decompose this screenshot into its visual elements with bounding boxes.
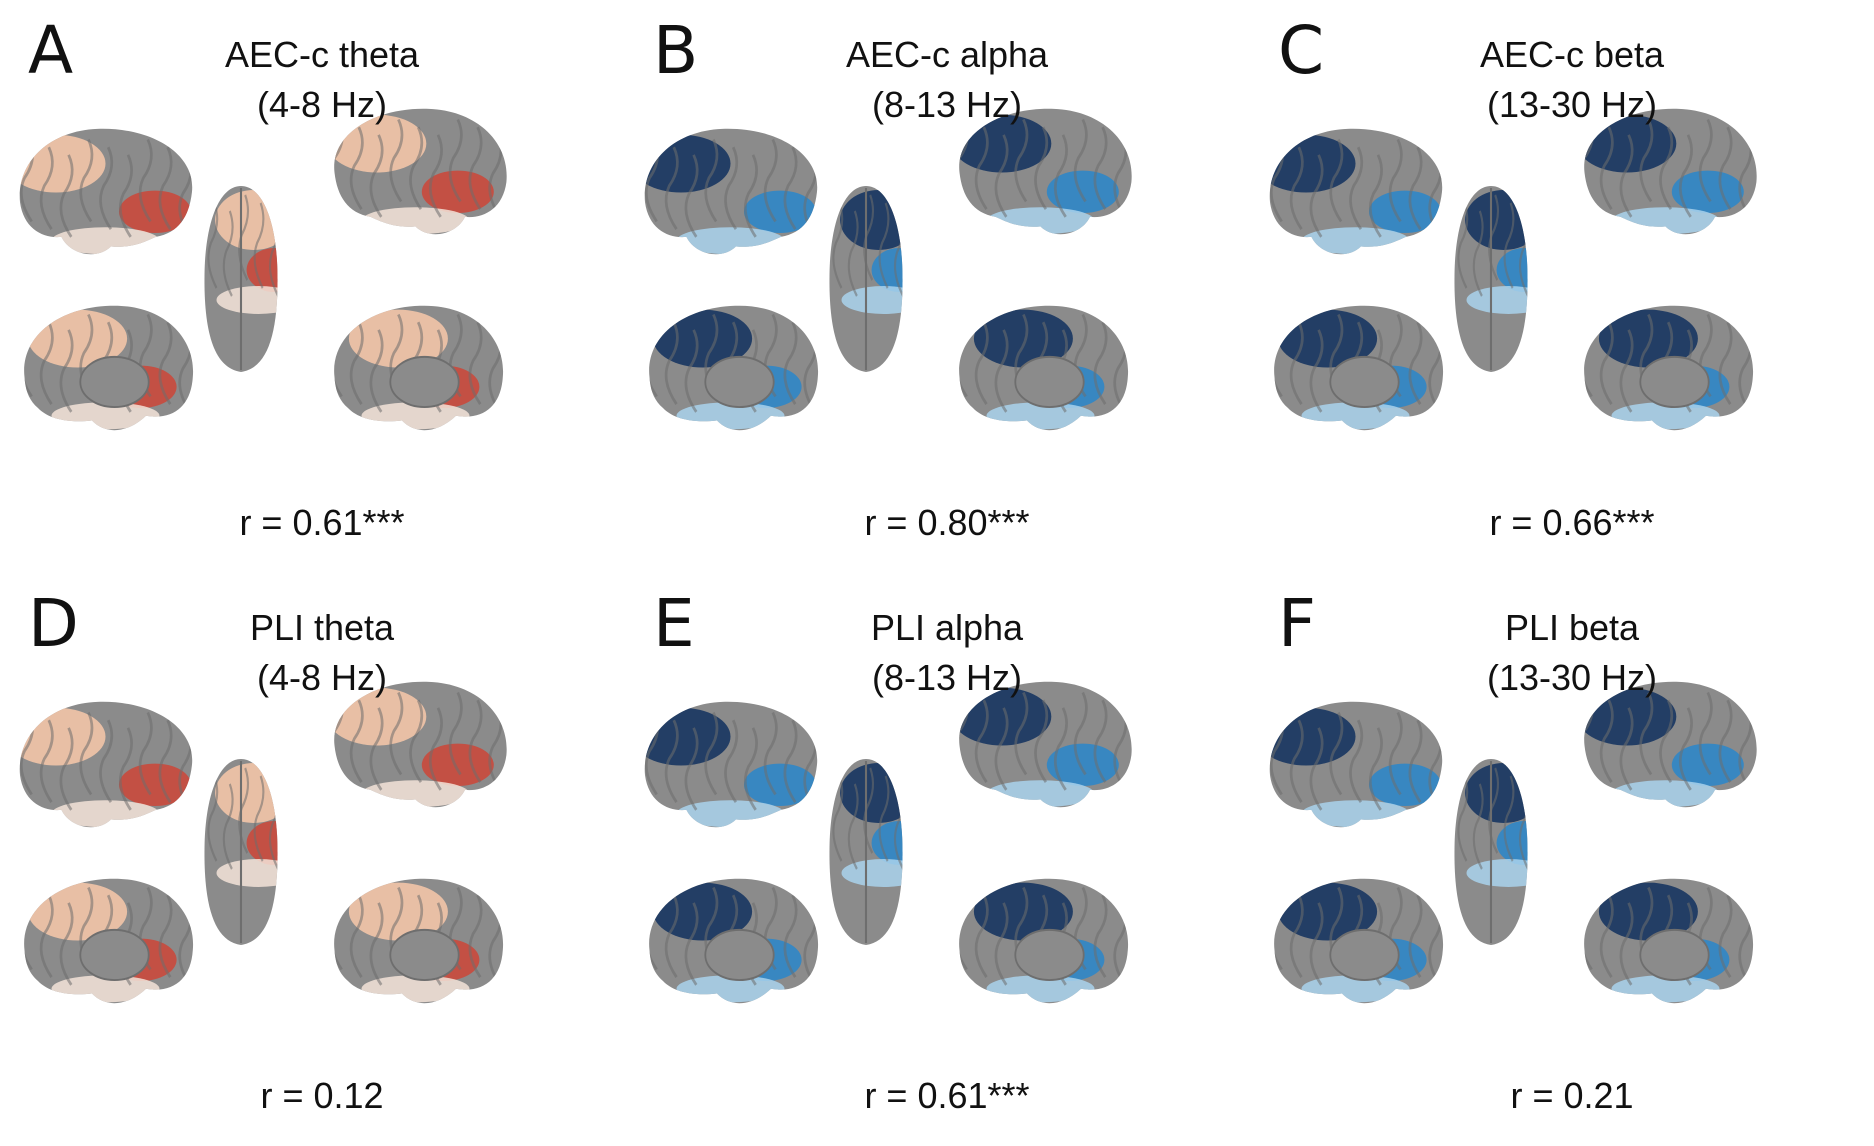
panel-frequency-band: (8-13 Hz) (871, 657, 1023, 698)
dorsal-brain-view (204, 186, 278, 372)
panel-c: C AEC-c beta (13-30 Hz) r = 0.66*** (1250, 0, 1874, 573)
left-medial-brain-view (649, 878, 819, 1004)
dorsal-brain-view (1454, 759, 1528, 945)
right-medial-brain-view (334, 305, 504, 431)
left-lateral-brain-view (1269, 701, 1443, 828)
left-medial-brain-view (649, 305, 819, 431)
dorsal-brain-view (1454, 186, 1528, 372)
right-medial-brain-view (334, 878, 504, 1004)
dorsal-brain-view (829, 186, 903, 372)
left-lateral-brain-view (19, 128, 193, 255)
brain-views-d (19, 681, 507, 1004)
right-medial-brain-view (1584, 305, 1754, 431)
panel-title: AEC-c beta (1479, 34, 1665, 75)
panel-frequency-band: (8-13 Hz) (871, 84, 1023, 125)
dorsal-brain-view (204, 759, 278, 945)
correlation-value: r = 0.66*** (1489, 502, 1655, 543)
right-lateral-brain-view (1584, 681, 1757, 808)
panel-frequency-band: (4-8 Hz) (256, 657, 387, 698)
correlation-value: r = 0.12 (260, 1075, 384, 1116)
panel-letter: A (28, 12, 74, 89)
panel-title: AEC-c alpha (845, 34, 1049, 75)
panel-d: D PLI theta (4-8 Hz) r = 0.12 (0, 573, 624, 1146)
left-lateral-brain-view (644, 701, 818, 828)
brain-views-e (644, 681, 1132, 1004)
correlation-value: r = 0.61*** (864, 1075, 1030, 1116)
panel-letter: C (1278, 12, 1325, 89)
brain-views-a (19, 108, 507, 431)
right-medial-brain-view (1584, 878, 1754, 1004)
panel-frequency-band: (13-30 Hz) (1486, 657, 1658, 698)
panel-frequency-band: (13-30 Hz) (1486, 84, 1658, 125)
panel-letter: B (653, 12, 699, 89)
panel-title: PLI beta (1504, 607, 1640, 648)
left-lateral-brain-view (1269, 128, 1443, 255)
panel-letter: E (653, 585, 695, 662)
correlation-value: r = 0.61*** (239, 502, 405, 543)
left-medial-brain-view (24, 305, 194, 431)
left-medial-brain-view (1274, 305, 1444, 431)
panel-f: F PLI beta (13-30 Hz) r = 0.21 (1250, 573, 1874, 1146)
correlation-value: r = 0.80*** (864, 502, 1030, 543)
panel-letter: F (1278, 585, 1316, 662)
right-lateral-brain-view (959, 681, 1132, 808)
panel-a: A AEC-c theta (4-8 Hz) r = 0.61*** (0, 0, 624, 573)
panel-title: PLI theta (249, 607, 395, 648)
left-lateral-brain-view (19, 701, 193, 828)
panel-letter: D (28, 585, 79, 662)
brain-views-f (1269, 681, 1757, 1004)
panel-title: AEC-c theta (224, 34, 420, 75)
left-medial-brain-view (24, 878, 194, 1004)
brain-views-b (644, 108, 1132, 431)
correlation-value: r = 0.21 (1510, 1075, 1634, 1116)
panel-b: B AEC-c alpha (8-13 Hz) r = 0.80*** (625, 0, 1249, 573)
panel-frequency-band: (4-8 Hz) (256, 84, 387, 125)
brain-views-c (1269, 108, 1757, 431)
left-lateral-brain-view (644, 128, 818, 255)
right-lateral-brain-view (1584, 108, 1757, 235)
panel-e: E PLI alpha (8-13 Hz) r = 0.61*** (625, 573, 1249, 1146)
left-medial-brain-view (1274, 878, 1444, 1004)
right-medial-brain-view (959, 878, 1129, 1004)
right-lateral-brain-view (959, 108, 1132, 235)
right-medial-brain-view (959, 305, 1129, 431)
panel-title: PLI alpha (870, 607, 1024, 648)
dorsal-brain-view (829, 759, 903, 945)
